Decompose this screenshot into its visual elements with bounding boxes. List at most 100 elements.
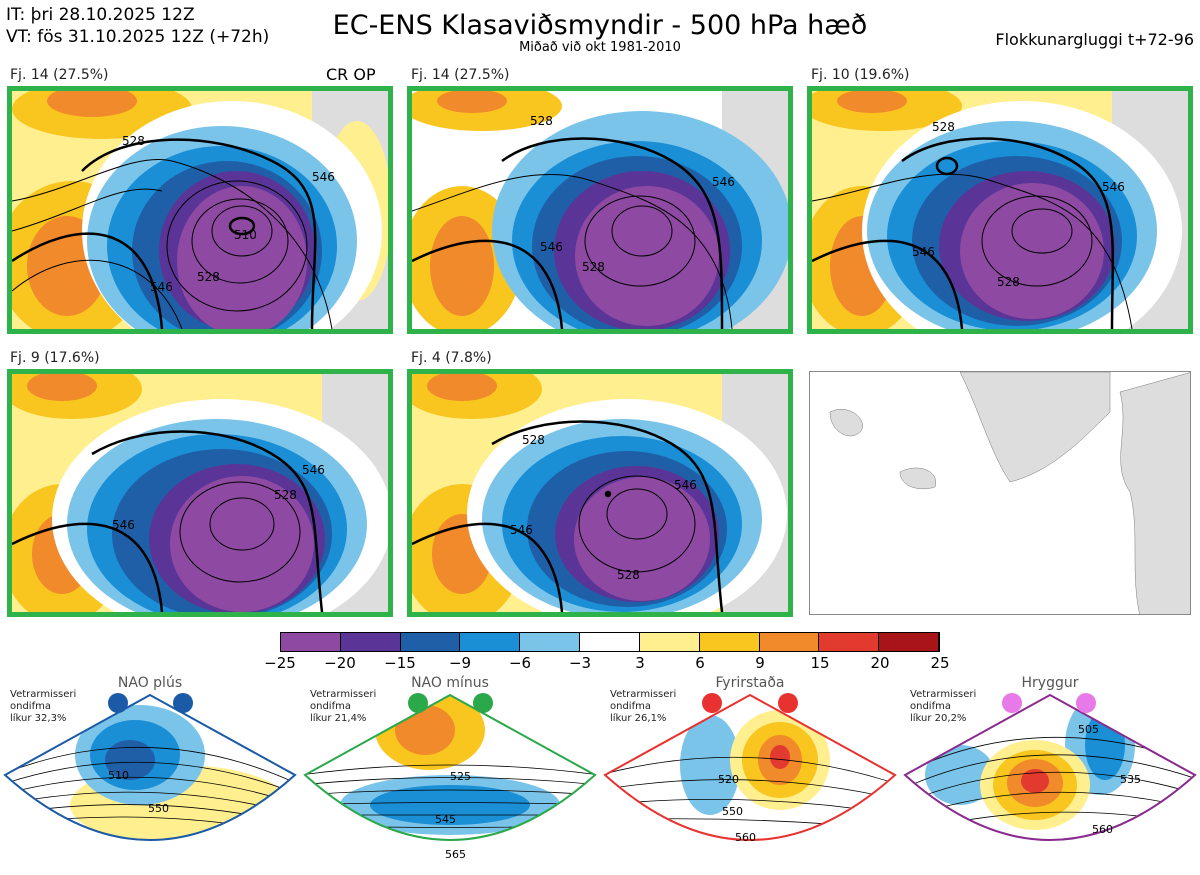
colorbar-segment: [879, 633, 939, 651]
regime-title: NAO mínus: [411, 675, 489, 691]
regime-title: Fyrirstaða: [715, 675, 785, 691]
contour-label: 545: [435, 813, 456, 826]
colorbar-tick-label: −20: [324, 654, 356, 672]
regime-title: NAO plús: [117, 675, 183, 691]
cluster-map-5: 528 546 528 546: [407, 369, 793, 617]
contour-label: 528: [274, 488, 297, 502]
regime-title: Hryggur: [1021, 675, 1079, 691]
contour-label: 525: [450, 770, 471, 783]
cluster-map-1: 510 528 546 528 546: [7, 86, 393, 334]
colorbar-segment: [400, 633, 461, 651]
contour-label: 528: [617, 568, 640, 582]
regime-fan-map: 510 550: [3, 693, 297, 841]
cluster-map-4: 546 528 546: [7, 369, 393, 617]
contour-label: 546: [912, 245, 935, 259]
contour-label: 546: [510, 523, 533, 537]
contour-label: 550: [148, 802, 169, 815]
colorbar-tick-label: 15: [810, 654, 830, 672]
cluster-map-2-svg: 528 546 528 546: [412, 91, 788, 329]
cluster-map-3-svg: 528 546 528 546: [812, 91, 1188, 329]
colorbar-segment: [580, 633, 640, 651]
colorbar-segment: [759, 633, 820, 651]
contour-label: 528: [522, 433, 545, 447]
vt-line: VT: fös 31.10.2025 12Z (+72h): [6, 27, 270, 47]
contour-label: 565: [445, 848, 466, 861]
colorbar-tick-label: 20: [870, 654, 890, 672]
regime-note-line: Vetrarmisseri: [610, 689, 677, 700]
contour-label: 546: [674, 478, 697, 492]
colorbar-tick-label: −3: [568, 654, 592, 672]
colorbar-segment: [520, 633, 581, 651]
contour-label: 520: [718, 773, 739, 786]
contour-label: 528: [997, 275, 1020, 289]
header-times: IT: þri 28.10.2025 12Z VT: fös 31.10.202…: [6, 4, 269, 48]
regime-nao-minus: NAO mínus Vetrarmisseri ondifma líkur 21…: [300, 675, 600, 875]
colorbar-tick-label: 6: [695, 654, 705, 672]
contour-label: 535: [1120, 773, 1141, 786]
it-line: IT: þri 28.10.2025 12Z: [6, 5, 195, 25]
contour-label: 528: [122, 134, 145, 148]
regime-note-line: Vetrarmisseri: [10, 689, 77, 700]
cluster-map-5-svg: 528 546 528 546: [412, 374, 788, 612]
contour-label: 546: [540, 240, 563, 254]
regime-blocking: Fyrirstaða Vetrarmisseri ondifma líkur 2…: [600, 675, 900, 875]
page-subtitle: Miðað við okt 1981-2010: [519, 40, 681, 55]
contour-label: 560: [1092, 823, 1113, 836]
regime-note-line: ondifma: [910, 701, 951, 712]
regime-note-line: Vetrarmisseri: [310, 689, 377, 700]
contour-label: 550: [722, 805, 743, 818]
regime-note: Vetrarmisseri ondifma líkur 32,3%: [10, 689, 76, 725]
regime-note: Vetrarmisseri ondifma líkur 21,4%: [310, 689, 376, 725]
regime-note-line: líkur 26,1%: [610, 713, 667, 724]
colorbar-tick-label: −25: [264, 654, 296, 672]
contour-label: 546: [1102, 180, 1125, 194]
contour-label: 510: [234, 228, 257, 242]
regime-fan-map: 525 545 565: [303, 693, 597, 861]
cluster-map-2: 528 546 528 546: [407, 86, 793, 334]
regime-ridge: Hryggur Vetrarmisseri ondifma líkur 20,2…: [900, 675, 1200, 875]
panel-badge-1: CR OP: [326, 65, 376, 84]
contour-label: 505: [1078, 723, 1099, 736]
regime-note: Vetrarmisseri ondifma líkur 20,2%: [910, 689, 976, 725]
colorbar-segment: [819, 633, 880, 651]
colorbar-tick-label: 9: [755, 654, 765, 672]
regime-note-line: líkur 20,2%: [910, 713, 967, 724]
contour-label: 528: [197, 270, 220, 284]
panel-label-1: Fj. 14 (27.5%): [10, 67, 109, 83]
regime-nao-plus: NAO plús Vetrarmisseri ondifma líkur 32,…: [0, 675, 300, 875]
reference-map-svg: [829, 372, 1190, 614]
regime-note-line: ondifma: [610, 701, 651, 712]
contour-label: 546: [112, 518, 135, 532]
colorbar-segment: [699, 633, 760, 651]
colorbar-segment: [281, 633, 341, 651]
contour-label: 510: [108, 769, 129, 782]
contour-label: 560: [735, 831, 756, 844]
regime-note-line: Vetrarmisseri: [910, 689, 977, 700]
colorbar-segment: [340, 633, 401, 651]
panel-label-4: Fj. 9 (17.6%): [10, 350, 100, 366]
regime-note-line: ondifma: [10, 701, 51, 712]
colorbar-segment: [639, 633, 700, 651]
colorbar-segment: [460, 633, 521, 651]
contour-label: 546: [312, 170, 335, 184]
regime-note-line: líkur 21,4%: [310, 713, 367, 724]
contour-label: 528: [932, 120, 955, 134]
cluster-map-1-svg: 510 528 546 528 546: [12, 91, 388, 329]
cluster-map-4-svg: 546 528 546: [12, 374, 388, 612]
regime-fan-map: 505 535 560: [903, 693, 1197, 841]
contour-label: 546: [150, 280, 173, 294]
regime-fan-map: 520 550 560: [603, 693, 897, 844]
contour-label: 528: [582, 260, 605, 274]
page-title: EC-ENS Klasaviðsmyndir - 500 hPa hæð: [332, 10, 868, 41]
classification-window: Flokkunargluggi t+72-96: [995, 30, 1194, 49]
contour-label: 546: [302, 463, 325, 477]
reference-map: [809, 371, 1191, 615]
colorbar-tick-label: 25: [930, 654, 950, 672]
colorbar-tick-label: 3: [635, 654, 645, 672]
panel-label-5: Fj. 4 (7.8%): [411, 350, 492, 366]
contour-label: 546: [712, 175, 735, 189]
cluster-map-3: 528 546 528 546: [807, 86, 1193, 334]
regime-note: Vetrarmisseri ondifma líkur 26,1%: [610, 689, 676, 725]
regime-note-line: ondifma: [310, 701, 351, 712]
colorbar: [280, 632, 940, 652]
